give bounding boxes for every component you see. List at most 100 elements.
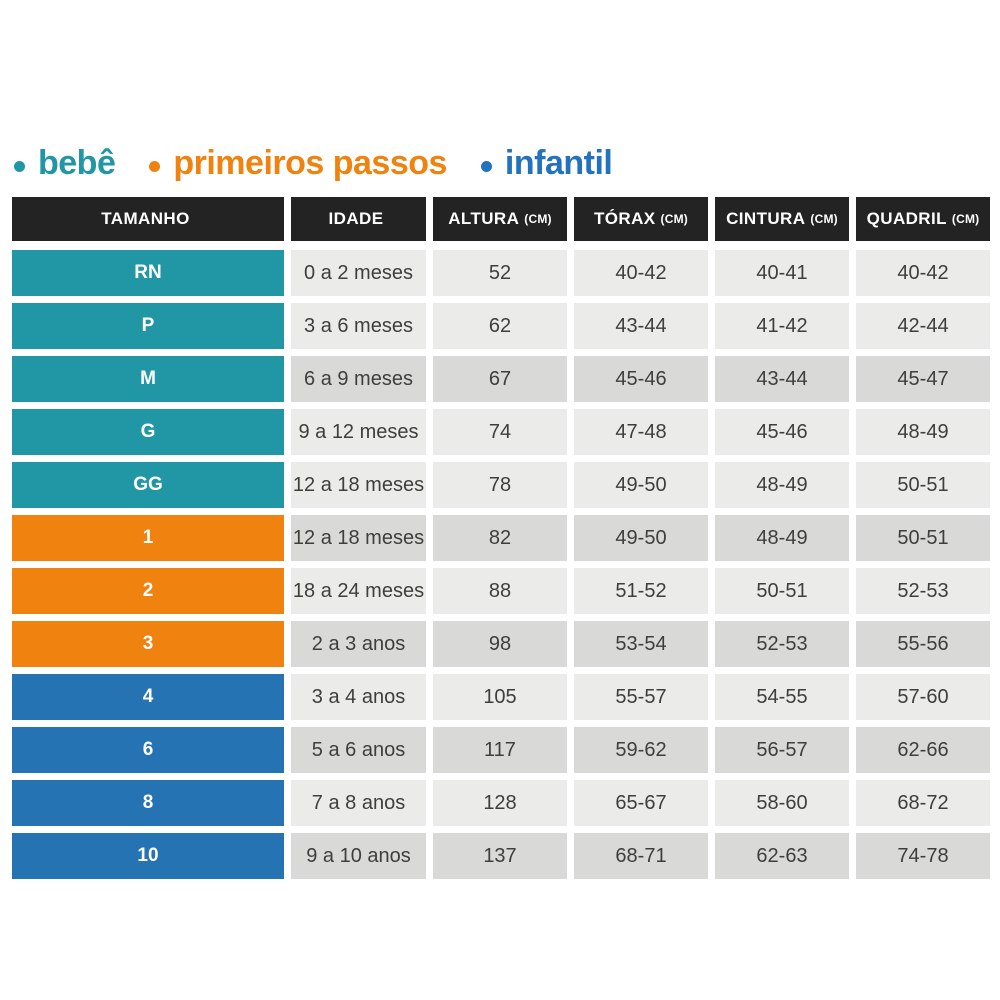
legend-label-bebe: bebê bbox=[38, 144, 116, 182]
cintura-cell: 40-41 bbox=[715, 250, 849, 296]
altura-cell: 52 bbox=[433, 250, 567, 296]
col-header-unit: (CM) bbox=[951, 212, 980, 226]
cintura-cell: 48-49 bbox=[715, 462, 849, 508]
legend-label-primeiros-passos: primeiros passos bbox=[173, 144, 447, 182]
cintura-cell: 52-53 bbox=[715, 621, 849, 667]
cintura-cell: 54-55 bbox=[715, 674, 849, 720]
torax-cell: 45-46 bbox=[574, 356, 708, 402]
altura-cell: 117 bbox=[433, 727, 567, 773]
legend-item-primeiros-passos: primeiros passos bbox=[149, 144, 447, 183]
size-cell: 10 bbox=[12, 833, 284, 879]
col-header-tamanho: TAMANHO bbox=[12, 197, 284, 241]
quadril-cell: 48-49 bbox=[856, 409, 990, 455]
col-header-label: TÓRAX bbox=[594, 209, 656, 228]
col-header-unit: (CM) bbox=[810, 212, 838, 226]
bullet-dot-icon bbox=[14, 161, 25, 172]
col-header-unit: (CM) bbox=[524, 212, 552, 226]
altura-cell: 74 bbox=[433, 409, 567, 455]
altura-cell: 105 bbox=[433, 674, 567, 720]
col-header-label: TAMANHO bbox=[101, 209, 190, 228]
legend-item-bebe: bebê bbox=[14, 144, 116, 183]
quadril-cell: 50-51 bbox=[856, 462, 990, 508]
idade-cell: 9 a 12 meses bbox=[291, 409, 426, 455]
torax-cell: 53-54 bbox=[574, 621, 708, 667]
legend-label-infantil: infantil bbox=[504, 144, 613, 182]
torax-cell: 47-48 bbox=[574, 409, 708, 455]
torax-cell: 43-44 bbox=[574, 303, 708, 349]
idade-cell: 12 a 18 meses bbox=[291, 462, 426, 508]
idade-cell: 18 a 24 meses bbox=[291, 568, 426, 614]
altura-cell: 62 bbox=[433, 303, 567, 349]
cintura-cell: 62-63 bbox=[715, 833, 849, 879]
torax-cell: 65-67 bbox=[574, 780, 708, 826]
altura-cell: 82 bbox=[433, 515, 567, 561]
quadril-cell: 68-72 bbox=[856, 780, 990, 826]
col-header-label: IDADE bbox=[328, 209, 384, 228]
idade-cell: 6 a 9 meses bbox=[291, 356, 426, 402]
quadril-cell: 55-56 bbox=[856, 621, 990, 667]
col-header-altura: ALTURA (CM) bbox=[433, 197, 567, 241]
size-cell: GG bbox=[12, 462, 284, 508]
bullet-dot-icon bbox=[480, 161, 492, 172]
idade-cell: 3 a 6 meses bbox=[291, 303, 426, 349]
altura-cell: 98 bbox=[433, 621, 567, 667]
col-header-unit: (CM) bbox=[660, 212, 688, 226]
torax-cell: 40-42 bbox=[574, 250, 708, 296]
quadril-cell: 57-60 bbox=[856, 674, 990, 720]
quadril-cell: 50-51 bbox=[856, 515, 990, 561]
idade-cell: 0 a 2 meses bbox=[291, 250, 426, 296]
torax-cell: 49-50 bbox=[574, 515, 708, 561]
idade-cell: 9 a 10 anos bbox=[291, 833, 426, 879]
col-header-label: QUADRIL bbox=[866, 209, 947, 228]
size-cell: G bbox=[12, 409, 284, 455]
altura-cell: 78 bbox=[433, 462, 567, 508]
idade-cell: 5 a 6 anos bbox=[291, 727, 426, 773]
torax-cell: 68-71 bbox=[574, 833, 708, 879]
quadril-cell: 52-53 bbox=[856, 568, 990, 614]
altura-cell: 88 bbox=[433, 568, 567, 614]
col-header-quadril: QUADRIL (CM) bbox=[856, 197, 990, 241]
torax-cell: 55-57 bbox=[574, 674, 708, 720]
size-cell: 4 bbox=[12, 674, 284, 720]
cintura-cell: 43-44 bbox=[715, 356, 849, 402]
quadril-cell: 40-42 bbox=[856, 250, 990, 296]
cintura-cell: 48-49 bbox=[715, 515, 849, 561]
size-cell: P bbox=[12, 303, 284, 349]
quadril-cell: 74-78 bbox=[856, 833, 990, 879]
cintura-cell: 50-51 bbox=[715, 568, 849, 614]
col-header-torax: TÓRAX (CM) bbox=[574, 197, 708, 241]
quadril-cell: 42-44 bbox=[856, 303, 990, 349]
idade-cell: 12 a 18 meses bbox=[291, 515, 426, 561]
size-cell: M bbox=[12, 356, 284, 402]
altura-cell: 128 bbox=[433, 780, 567, 826]
quadril-cell: 62-66 bbox=[856, 727, 990, 773]
idade-cell: 2 a 3 anos bbox=[291, 621, 426, 667]
altura-cell: 137 bbox=[433, 833, 567, 879]
col-header-idade: IDADE bbox=[291, 197, 426, 241]
col-header-label: ALTURA bbox=[448, 209, 520, 228]
size-cell: 6 bbox=[12, 727, 284, 773]
cintura-cell: 41-42 bbox=[715, 303, 849, 349]
idade-cell: 3 a 4 anos bbox=[291, 674, 426, 720]
torax-cell: 51-52 bbox=[574, 568, 708, 614]
size-table: TAMANHO IDADE ALTURA (CM) TÓRAX (CM) CINTU… bbox=[12, 197, 990, 879]
cintura-cell: 45-46 bbox=[715, 409, 849, 455]
bullet-dot-icon bbox=[149, 161, 161, 172]
size-cell: 1 bbox=[12, 515, 284, 561]
torax-cell: 59-62 bbox=[574, 727, 708, 773]
cintura-cell: 58-60 bbox=[715, 780, 849, 826]
size-cell: 3 bbox=[12, 621, 284, 667]
altura-cell: 67 bbox=[433, 356, 567, 402]
cintura-cell: 56-57 bbox=[715, 727, 849, 773]
legend-item-infantil: infantil bbox=[480, 144, 613, 183]
idade-cell: 7 a 8 anos bbox=[291, 780, 426, 826]
quadril-cell: 45-47 bbox=[856, 356, 990, 402]
legend: bebê primeiros passos infantil bbox=[14, 144, 613, 183]
size-cell: 8 bbox=[12, 780, 284, 826]
col-header-label: CINTURA bbox=[726, 209, 806, 228]
size-cell: RN bbox=[12, 250, 284, 296]
torax-cell: 49-50 bbox=[574, 462, 708, 508]
size-cell: 2 bbox=[12, 568, 284, 614]
col-header-cintura: CINTURA (CM) bbox=[715, 197, 849, 241]
